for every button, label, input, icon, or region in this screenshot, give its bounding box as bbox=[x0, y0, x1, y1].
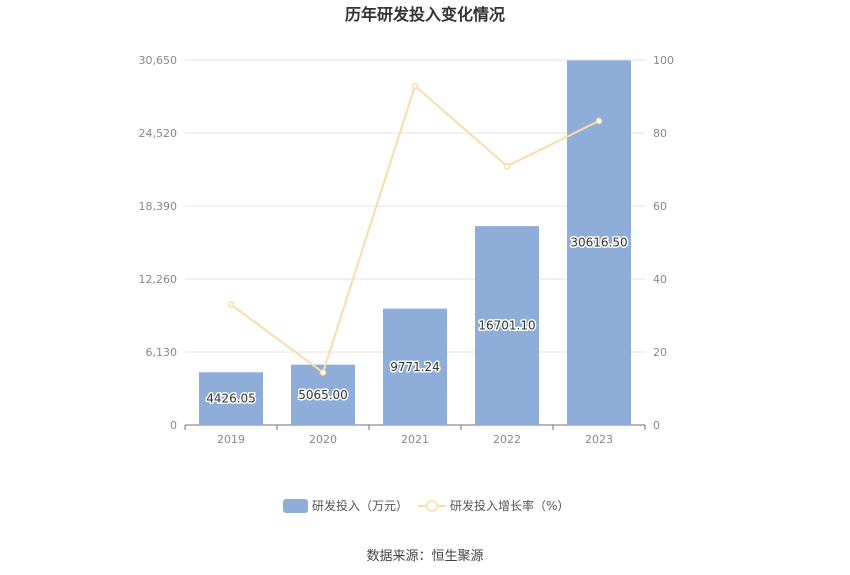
legend-label-bar: 研发投入（万元） bbox=[312, 498, 408, 513]
legend-item-bar[interactable]: 研发投入（万元） bbox=[283, 498, 408, 513]
legend-swatch-bar bbox=[283, 499, 308, 513]
x-tick-label: 2021 bbox=[401, 433, 429, 446]
y-left-tick-label: 6,130 bbox=[146, 346, 178, 359]
x-tick-label: 2022 bbox=[493, 433, 521, 446]
line-point bbox=[503, 162, 511, 170]
bar-data-label: 30616.50 bbox=[570, 236, 627, 250]
legend[interactable]: 研发投入（万元） 研发投入增长率（%） bbox=[283, 498, 569, 513]
bar-data-label: 9771.24 bbox=[390, 360, 440, 374]
bar-data-label: 16701.10 bbox=[478, 319, 535, 333]
line-point bbox=[319, 369, 327, 376]
bar bbox=[475, 226, 539, 425]
legend-item-line[interactable]: 研发投入增长率（%） bbox=[418, 498, 569, 513]
line-series bbox=[227, 82, 603, 376]
line-point bbox=[411, 82, 419, 90]
y-left-tick-label: 0 bbox=[170, 419, 177, 432]
legend-label-line: 研发投入增长率（%） bbox=[450, 498, 569, 513]
bar bbox=[383, 308, 447, 425]
line-point bbox=[595, 117, 603, 125]
source-note: 数据来源：恒生聚源 bbox=[366, 549, 483, 564]
x-tick-label: 2019 bbox=[217, 433, 245, 446]
y-right-tick-label: 60 bbox=[653, 200, 667, 213]
y-left-tick-label: 30,650 bbox=[139, 54, 178, 67]
bar-data-labels: 4426.05 5065.00 9771.24 16701.10 30616.50 bbox=[205, 234, 629, 407]
x-tick-label: 2020 bbox=[309, 433, 337, 446]
bar-data-label: 4426.05 bbox=[206, 392, 256, 406]
x-tick-label: 2023 bbox=[585, 433, 613, 446]
y-left-tick-label: 24,520 bbox=[139, 127, 178, 140]
y-right-tick-label: 80 bbox=[653, 127, 667, 140]
y-right-tick-label: 0 bbox=[653, 419, 660, 432]
bar bbox=[199, 372, 263, 425]
line-point bbox=[227, 301, 235, 308]
bar-data-label: 5065.00 bbox=[298, 388, 348, 402]
y-right-tick-label: 40 bbox=[653, 273, 667, 286]
y-right-tick-label: 100 bbox=[653, 54, 674, 67]
bar-series bbox=[199, 60, 631, 426]
y-right-tick-label: 20 bbox=[653, 346, 667, 359]
y-left-tick-label: 18,390 bbox=[139, 200, 178, 213]
y-left-tick-label: 12,260 bbox=[139, 273, 178, 286]
legend-swatch-point bbox=[426, 500, 438, 512]
chart-title: 历年研发投入变化情况 bbox=[345, 5, 505, 24]
